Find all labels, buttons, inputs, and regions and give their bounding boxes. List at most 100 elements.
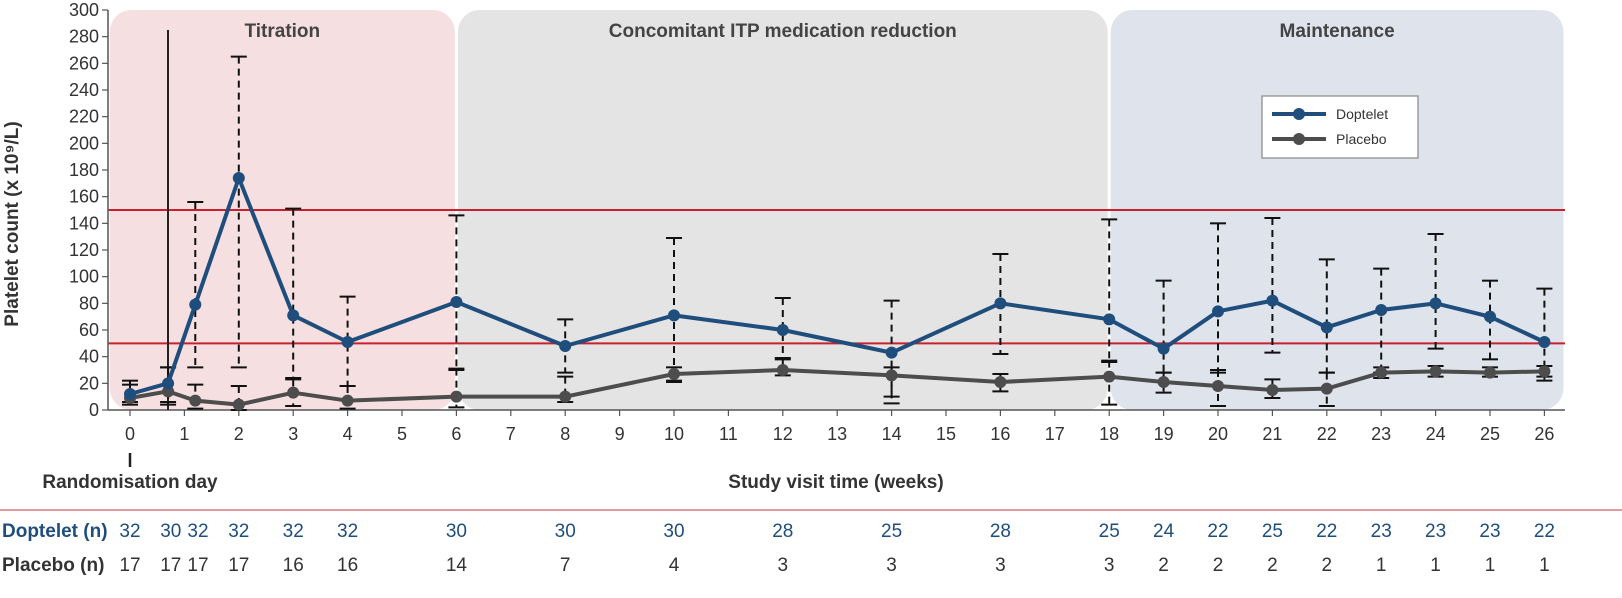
y-axis-title: Platelet count (x 10⁹/L) (2, 121, 23, 326)
phase-label-2: Maintenance (1280, 21, 1395, 42)
n-value: 1 (1430, 555, 1441, 576)
x-tick-label: 7 (506, 424, 516, 444)
x-tick-label: 0 (125, 424, 135, 444)
placebo-data-point (189, 394, 202, 407)
y-tick-label: 300 (69, 0, 99, 20)
n-value: 4 (669, 555, 680, 576)
x-tick-label: 2 (234, 424, 244, 444)
n-value: 32 (119, 521, 140, 542)
placebo-data-point (559, 390, 572, 403)
y-tick-label: 0 (89, 400, 99, 420)
n-value: 17 (187, 555, 208, 576)
doptelet-data-point (1484, 310, 1496, 323)
placebo-data-point (341, 394, 354, 407)
n-value: 3 (1104, 555, 1115, 576)
y-tick-label: 280 (69, 27, 99, 47)
doptelet-data-point (1212, 305, 1224, 318)
n-value: 30 (446, 521, 467, 542)
n-value: 23 (1425, 521, 1446, 542)
n-row-label: Placebo (n) (2, 555, 104, 576)
n-value: 1 (1376, 555, 1387, 576)
randomisation-day-label: Randomisation day (42, 472, 218, 493)
x-tick-label: 11 (719, 424, 738, 444)
n-value: 25 (1262, 521, 1283, 542)
y-tick-label: 20 (79, 373, 99, 393)
data-series (122, 55, 1553, 411)
x-tick-label: 21 (1262, 424, 1282, 444)
n-value: 3 (886, 555, 897, 576)
x-tick-label: 16 (990, 424, 1010, 444)
doptelet-data-point (1266, 294, 1279, 307)
doptelet-data-point (1429, 297, 1442, 310)
doptelet-data-point (885, 346, 898, 359)
n-value: 24 (1153, 521, 1175, 542)
x-tick-label: 23 (1371, 424, 1391, 444)
n-value: 17 (119, 555, 140, 576)
placebo-data-point (1429, 365, 1442, 378)
y-tick-label: 80 (79, 293, 99, 313)
placebo-data-point (668, 368, 680, 380)
n-value: 16 (283, 555, 304, 576)
n-value: 22 (1316, 521, 1337, 542)
x-tick-label: 9 (615, 424, 625, 444)
x-axis-title: Study visit time (weeks) (728, 472, 943, 493)
x-tick-label: 4 (343, 424, 353, 444)
y-tick-label: 240 (69, 80, 99, 100)
n-value: 1 (1539, 555, 1550, 576)
n-value: 17 (160, 555, 181, 576)
placebo-data-point (1375, 366, 1388, 379)
x-tick-label: 1 (179, 424, 189, 444)
n-value: 16 (337, 555, 358, 576)
y-tick-label: 40 (79, 347, 99, 367)
y-tick-label: 120 (69, 240, 99, 260)
doptelet-data-point (1375, 304, 1388, 316)
n-value: 14 (446, 555, 468, 576)
placebo-data-point (1538, 365, 1551, 378)
n-value: 2 (1213, 555, 1224, 576)
legend-entry: Placebo (1336, 131, 1387, 147)
doptelet-data-point (668, 309, 680, 322)
n-table: Doptelet (n) 32 30 32 32 32 32 30 30 30 28 25 28 25 24… (0, 509, 1622, 576)
x-tick-label: 10 (664, 424, 684, 444)
n-value: 30 (160, 521, 181, 542)
phase-label-0: Titration (244, 21, 320, 42)
legend-swatch-marker (1293, 108, 1305, 120)
x-tick-label: 25 (1480, 424, 1500, 444)
x-tick-label: 8 (560, 424, 570, 444)
n-value: 25 (1099, 521, 1120, 542)
placebo-data-point (1157, 376, 1170, 388)
n-value: 32 (228, 521, 249, 542)
n-value: 23 (1479, 521, 1500, 542)
doptelet-data-point (559, 340, 572, 352)
doptelet-data-point (1538, 336, 1551, 348)
n-value: 32 (337, 521, 358, 542)
placebo-data-point (994, 376, 1007, 388)
y-tick-label: 220 (69, 107, 99, 127)
doptelet-data-point (189, 298, 202, 311)
x-tick-label: 3 (288, 424, 298, 444)
legend-swatch-marker (1293, 133, 1305, 145)
n-value: 7 (560, 555, 571, 576)
doptelet-data-point (450, 296, 463, 308)
n-row-label: Doptelet (n) (2, 521, 108, 542)
n-value: 30 (663, 521, 684, 542)
x-tick-label: 22 (1317, 424, 1337, 444)
x-tick-label: 12 (773, 424, 793, 444)
doptelet-data-point (287, 309, 300, 322)
n-value: 25 (881, 521, 902, 542)
x-tick-label: 18 (1099, 424, 1119, 444)
n-value: 2 (1322, 555, 1333, 576)
placebo-data-point (450, 390, 463, 403)
y-tick-label: 180 (69, 160, 99, 180)
x-tick-label: 6 (451, 424, 461, 444)
legend: Doptelet Placebo (1261, 95, 1419, 159)
placebo-data-point (287, 386, 300, 399)
n-value: 2 (1158, 555, 1169, 576)
x-tick-label: 19 (1154, 424, 1174, 444)
phase-label-1: Concomitant ITP medication reduction (609, 21, 957, 42)
n-value: 17 (228, 555, 249, 576)
doptelet-data-point (994, 297, 1007, 310)
x-tick-label: 14 (882, 424, 902, 444)
placebo-data-point (1212, 380, 1224, 392)
n-value: 28 (772, 521, 793, 542)
